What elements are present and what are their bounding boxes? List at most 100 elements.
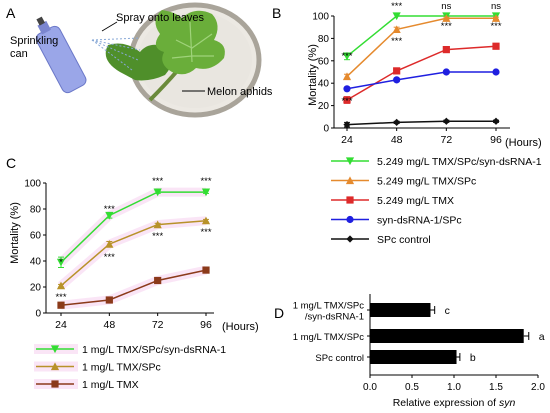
panel-c-significance: ********************** — [55, 176, 211, 303]
legend-marker — [50, 345, 60, 354]
data-point — [442, 14, 451, 22]
spray-line — [91, 39, 141, 51]
panel-d-xlabel: Relative expression of syn — [393, 397, 516, 409]
data-point — [56, 281, 66, 290]
category-label: 1 mg/L TMX/SPc — [293, 301, 365, 312]
spray-label: Spray onto leaves — [116, 12, 205, 24]
panel-b-x-ticks: 24 48 72 96 — [341, 128, 502, 146]
series-2 — [57, 265, 210, 310]
data-point — [342, 72, 352, 81]
data-point — [442, 68, 450, 76]
panel-b-series — [342, 12, 501, 129]
data-point — [343, 96, 351, 104]
bar — [370, 350, 457, 364]
significance-mark: ns — [491, 1, 501, 12]
series-3 — [343, 68, 500, 93]
x-tick-label: 0.5 — [405, 382, 419, 393]
data-point — [154, 276, 162, 285]
series-4 — [343, 117, 500, 129]
legend-label: 5.249 mg/L TMX/SPc — [377, 176, 476, 188]
data-point — [393, 118, 401, 126]
significance-mark: *** — [55, 292, 66, 303]
x-tick-label: 24 — [341, 134, 353, 146]
panel-b-y-ticks: 0 20 40 60 80 100 — [312, 12, 334, 135]
x-tick-label: 1.0 — [447, 382, 461, 393]
y-tick-label: 0 — [35, 309, 41, 320]
series-1 — [342, 14, 501, 81]
legend-label: syn-dsRNA-1/SPc — [377, 215, 462, 227]
series-line — [60, 269, 207, 306]
y-tick-label: 20 — [318, 101, 330, 112]
panel-d-x-ticks: 0.0 0.5 1.0 1.5 2.0 — [363, 375, 545, 393]
significance-mark: *** — [152, 176, 163, 187]
data-point — [492, 117, 500, 125]
significance-mark: *** — [200, 176, 211, 187]
panel-a: A Spray onto leaves Sprinkling can Melon… — [6, 2, 273, 118]
y-tick-label: 0 — [323, 124, 329, 135]
category-label: /syn-dsRNA-1 — [305, 312, 364, 323]
significance-mark: *** — [391, 1, 402, 12]
significance-letter: b — [470, 352, 476, 364]
data-point — [56, 258, 66, 267]
panel-c-legend: 1 mg/L TMX/SPc/syn-dsRNA-1 1 mg/L TMX/SPc… — [34, 344, 226, 391]
panel-d-xlabel-main: Relative expression of — [393, 397, 499, 409]
legend-marker — [51, 380, 59, 388]
series-2 — [343, 42, 500, 104]
panel-b-legend: 5.249 mg/L TMX/SPc/syn-dsRNA-1 5.249 mg/L… — [331, 156, 542, 246]
data-point — [201, 216, 211, 225]
can-label-line2: can — [10, 48, 28, 60]
x-tick-label: 72 — [440, 134, 452, 146]
spray-line — [91, 39, 139, 61]
significance-mark: *** — [104, 252, 115, 263]
y-tick-label: 60 — [318, 56, 330, 67]
data-point — [153, 188, 162, 197]
significance-mark: *** — [341, 96, 352, 107]
significance-mark: *** — [152, 231, 163, 242]
legend-label: 5.249 mg/L TMX — [377, 195, 454, 207]
panel-a-letter: A — [6, 5, 16, 21]
panel-c-series — [56, 187, 211, 310]
legend-label: SPc control — [377, 234, 431, 246]
panel-b-ylabel: Mortality (%) — [307, 44, 319, 106]
legend-label: 1 mg/L TMX/SPc/syn-dsRNA-1 — [82, 344, 226, 356]
data-point — [105, 296, 113, 304]
series-line — [60, 219, 207, 287]
x-tick-label: 96 — [200, 319, 212, 331]
series-line — [346, 120, 496, 126]
data-point — [442, 46, 450, 54]
x-tick-label: 96 — [490, 134, 502, 146]
series-0 — [342, 12, 501, 61]
data-point — [392, 12, 401, 21]
legend-label: 1 mg/L TMX — [82, 379, 139, 391]
panel-d: D 1 mg/L TMX/SPc/syn-dsRNA-11 mg/L TMX/S… — [274, 294, 545, 409]
category-label: 1 mg/L TMX/SPc — [293, 332, 365, 343]
y-tick-label: 40 — [318, 79, 330, 90]
legend-marker — [50, 362, 60, 371]
sprinkling-can — [35, 16, 87, 94]
data-point — [201, 188, 211, 197]
x-tick-label: 0.0 — [363, 382, 377, 393]
data-point — [393, 67, 401, 75]
series-line — [346, 15, 496, 57]
series-0 — [56, 187, 211, 268]
panel-c-letter: C — [6, 155, 16, 171]
spray-pointer — [101, 21, 118, 32]
data-point — [392, 25, 401, 34]
panel-d-letter: D — [274, 305, 284, 321]
legend-marker — [346, 215, 354, 224]
y-tick-label: 80 — [318, 34, 330, 45]
significance-mark: *** — [490, 21, 501, 32]
spray-line — [91, 39, 133, 71]
bar — [370, 303, 431, 317]
legend-marker — [345, 176, 355, 185]
data-point — [442, 117, 450, 125]
can-tip — [36, 16, 45, 26]
series-line — [346, 45, 497, 101]
legend-label: 5.249 mg/L TMX/SPc/syn-dsRNA-1 — [377, 156, 542, 168]
legend-marker — [346, 196, 354, 204]
data-point — [57, 301, 65, 309]
panel-b: B Mortality (%) 0 20 40 60 80 100 24 48 72 96 (H… — [272, 1, 542, 246]
data-point — [202, 266, 210, 274]
y-tick-label: 20 — [30, 283, 42, 294]
legend-marker — [346, 235, 354, 243]
